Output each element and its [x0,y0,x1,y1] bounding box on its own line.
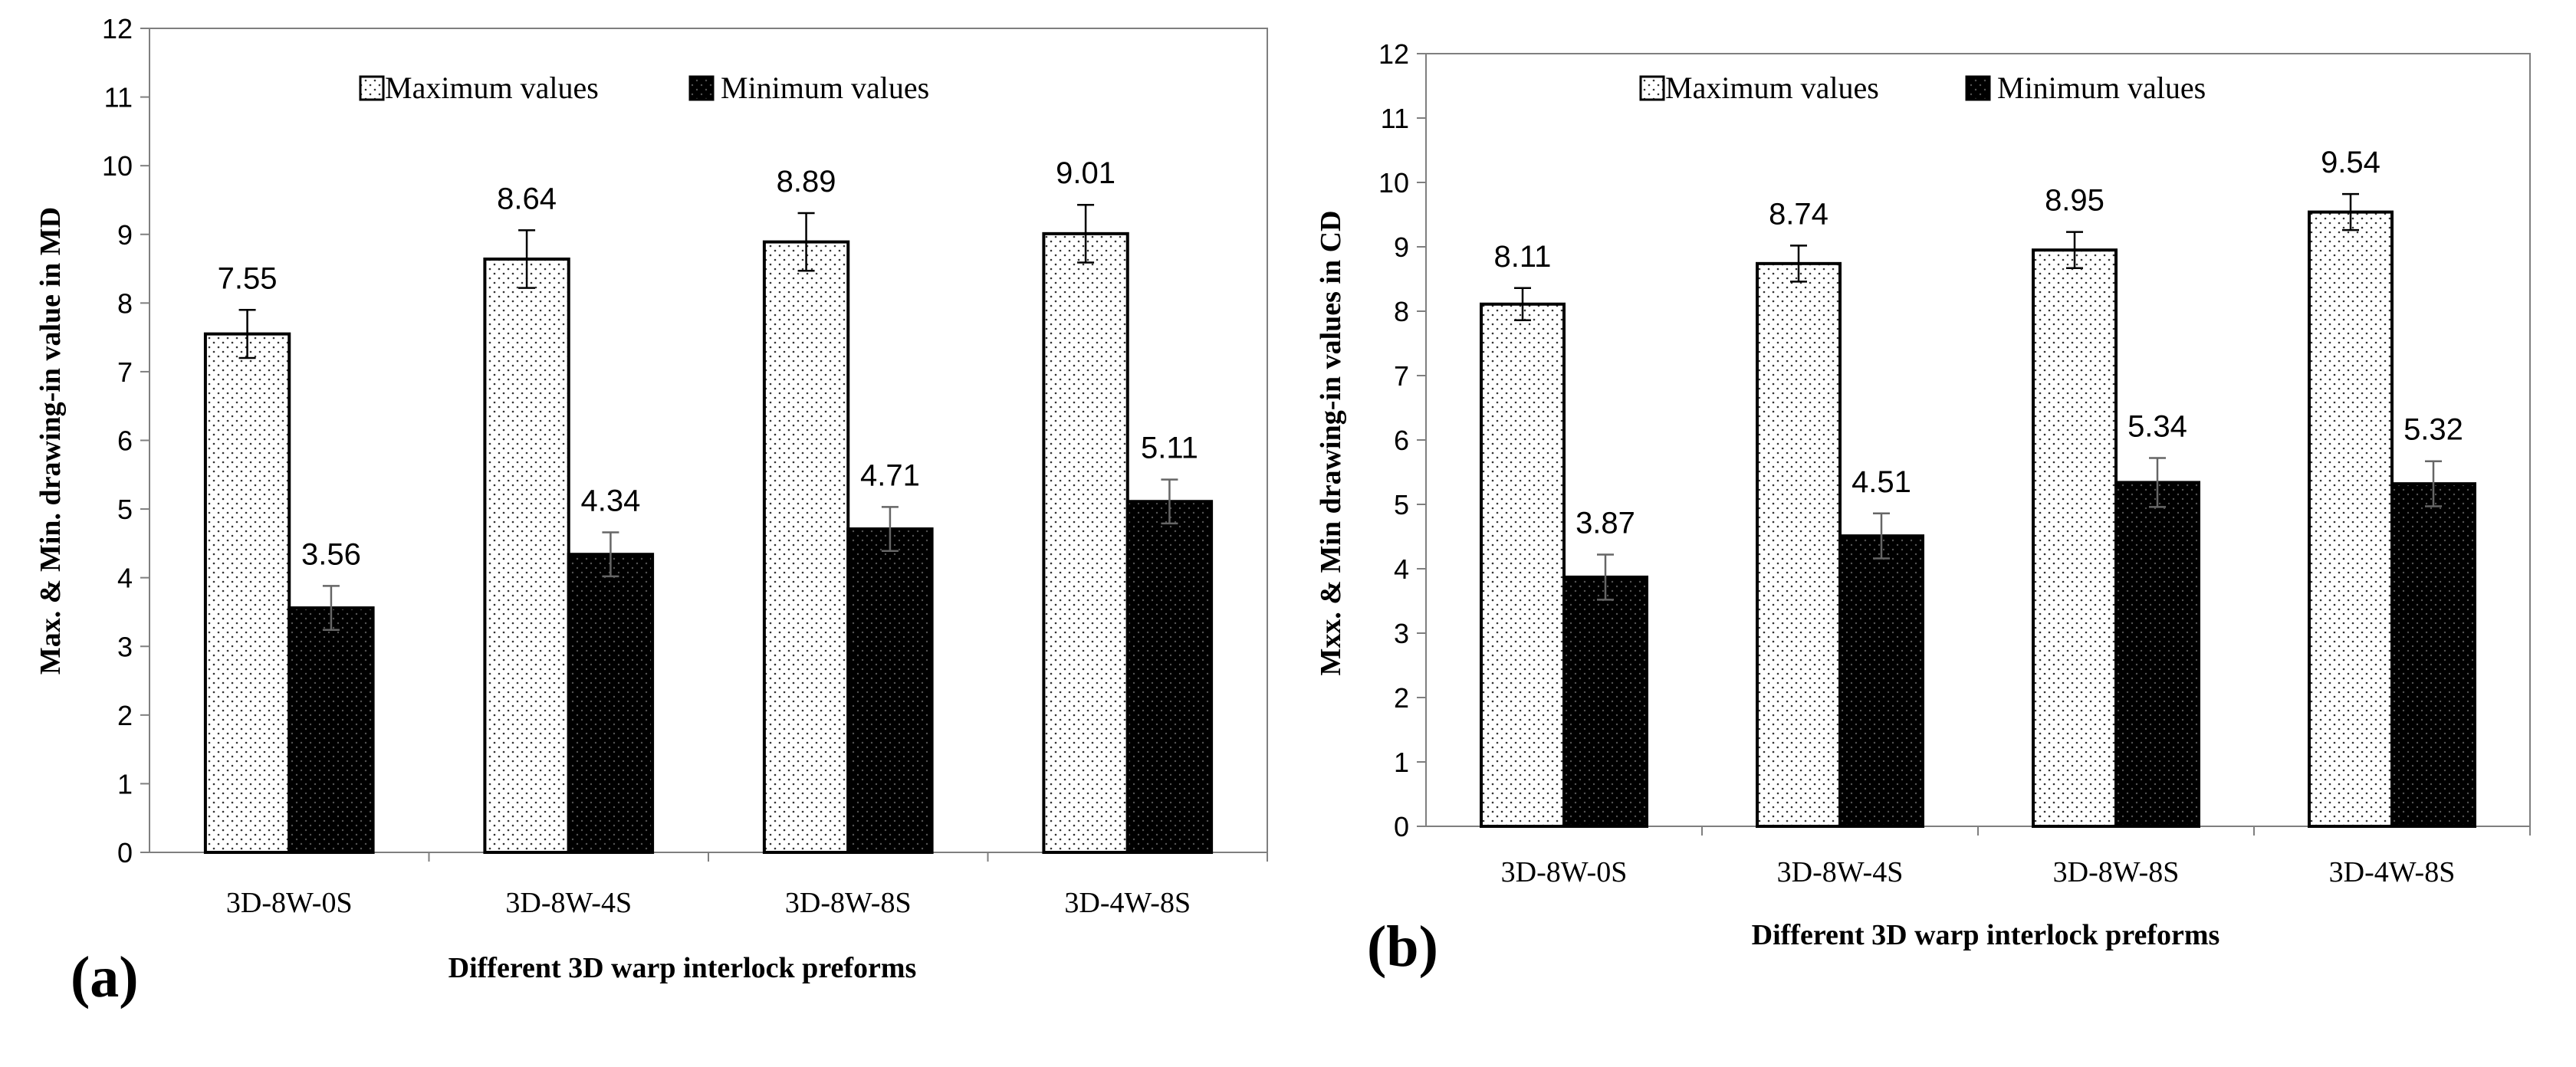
y-tick-label: 9 [1394,231,1409,263]
x-category-label: 3D-8W-4S [505,887,632,919]
data-label: 7.55 [218,261,278,295]
y-axis-title: Max. & Min. drawing-in value in MD [34,207,67,675]
legend: Maximum values Minimum values [359,71,929,105]
data-label: 9.01 [1056,156,1116,190]
y-tick-label: 5 [1394,489,1409,520]
y-tick-label: 7 [117,356,133,388]
data-label: 8.89 [777,165,836,199]
bar-minimum [1562,575,1648,828]
bar-minimum [1125,500,1214,855]
legend-label-minimum: Minimum values [721,71,929,105]
y-tick-label: 4 [117,563,133,594]
bar-minimum [846,527,934,854]
data-label: 3.87 [1576,507,1635,540]
legend: Maximum values Minimum values [1639,71,2206,105]
data-label: 8.64 [497,182,557,215]
data-label: 4.71 [860,458,920,492]
x-category-label: 3D-8W-8S [785,887,912,919]
y-tick-label: 7 [1394,360,1409,392]
bar-maximum [2032,248,2118,828]
y-tick-label: 5 [117,494,133,525]
y-tick-label: 12 [102,13,133,44]
x-axis-title: Different 3D warp interlock preforms [1752,919,2220,951]
legend-swatch-maximum [359,75,385,101]
legend-label-maximum: Maximum values [1665,71,1879,105]
y-tick-label: 8 [1394,296,1409,327]
panel-b-chart: 01234567891011123D-8W-0S8.113.873D-8W-4S… [1315,38,2531,979]
data-label: 4.34 [580,484,640,518]
panel-a-chart: 01234567891011123D-8W-0S7.553.563D-8W-4S… [34,13,1268,1010]
y-tick-label: 12 [1378,38,1409,70]
y-tick-label: 3 [117,631,133,662]
data-label: 5.11 [1141,432,1198,465]
x-category-label: 3D-8W-0S [226,887,353,919]
bar-maximum [2308,210,2394,828]
x-axis-title: Different 3D warp interlock preforms [449,952,917,984]
data-label: 8.95 [2045,184,2104,218]
x-category-label: 3D-8W-0S [1501,856,1628,888]
bar-maximum [762,240,850,854]
y-tick-label: 8 [117,287,133,319]
data-label: 8.74 [1769,197,1829,231]
data-label: 4.51 [1852,465,1911,499]
y-tick-label: 0 [1394,811,1409,842]
y-tick-label: 3 [1394,618,1409,649]
y-tick-label: 9 [117,219,133,251]
legend-swatch-maximum [1639,75,1665,101]
bar-minimum [567,553,655,854]
data-label: 8.11 [1494,240,1552,274]
y-tick-label: 2 [117,700,133,731]
x-category-label: 3D-4W-8S [1064,887,1191,919]
panel-label: (b) [1367,914,1438,979]
data-label: 3.56 [301,537,361,571]
y-tick-label: 6 [117,425,133,457]
panel-label: (a) [71,945,139,1010]
legend-swatch-minimum [1965,75,1991,101]
y-tick-label: 10 [1378,167,1409,199]
y-tick-label: 2 [1394,682,1409,714]
legend-swatch-minimum [688,75,715,101]
data-label: 9.54 [2321,146,2380,179]
bar-minimum [2390,482,2476,828]
bar-maximum [203,332,291,855]
y-tick-label: 1 [1394,747,1409,778]
y-tick-label: 0 [117,837,133,868]
bar-maximum [1756,261,1842,828]
data-label: 5.34 [2128,410,2187,444]
y-tick-label: 4 [1394,553,1409,585]
x-category-label: 3D-4W-8S [2329,856,2456,888]
y-tick-label: 6 [1394,425,1409,456]
data-label: 5.32 [2404,413,2463,447]
bar-maximum [483,258,570,854]
y-tick-label: 11 [104,82,133,113]
bar-minimum [288,606,375,854]
x-category-label: 3D-8W-4S [1777,856,1904,888]
y-tick-label: 10 [102,150,133,182]
legend-label-maximum: Maximum values [385,71,599,105]
y-axis-title: Mxx. & Min drawing-in values in CD [1315,211,1347,676]
x-category-label: 3D-8W-8S [2053,856,2180,888]
bar-minimum [2114,481,2200,828]
bar-minimum [1838,534,1924,828]
bar-maximum [1042,231,1129,854]
y-tick-label: 1 [117,768,133,799]
legend-label-minimum: Minimum values [1997,71,2206,105]
bar-maximum [1480,302,1566,828]
y-tick-label: 11 [1381,103,1409,134]
